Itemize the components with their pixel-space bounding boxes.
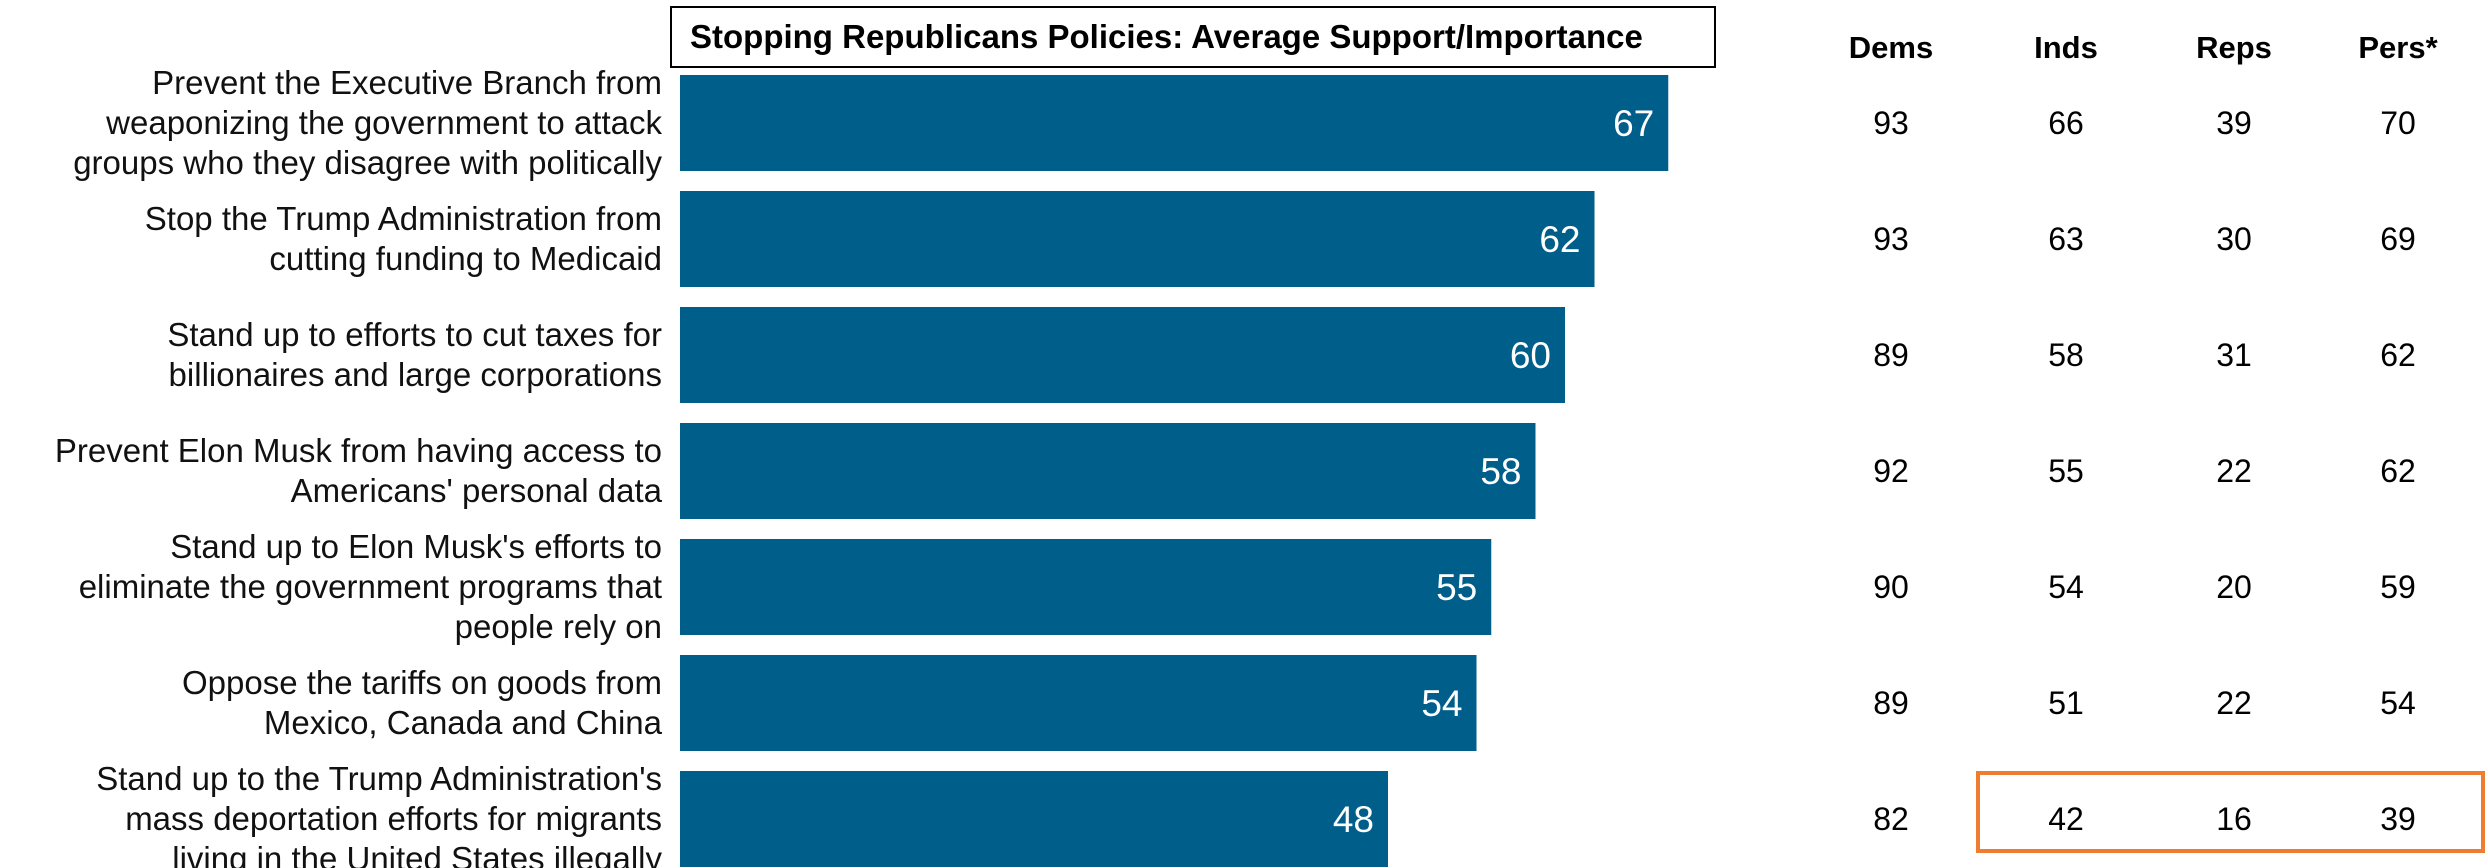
bar	[680, 655, 1477, 751]
bar-value-label: 48	[1333, 799, 1374, 840]
table-cell: 82	[1873, 801, 1909, 837]
category-label: Oppose the tariffs on goods from Mexico, …	[182, 664, 663, 741]
table-cell: 55	[2048, 453, 2084, 489]
table-cell: 39	[2216, 105, 2252, 141]
table-column-header: Dems	[1849, 30, 1933, 65]
table-cell: 42	[2048, 801, 2084, 837]
category-label: Stand up to the Trump Administration's ma…	[96, 760, 662, 868]
table-cell: 62	[2380, 453, 2416, 489]
category-label: Prevent Elon Musk from having access to A…	[55, 432, 663, 509]
table-cell: 70	[2380, 105, 2416, 141]
category-label: Stand up to efforts to cut taxes for bill…	[167, 316, 662, 393]
chart-title: Stopping Republicans Policies: Average S…	[690, 18, 1643, 55]
table-cell: 59	[2380, 569, 2416, 605]
table-cell: 89	[1873, 685, 1909, 721]
table-cell: 51	[2048, 685, 2084, 721]
bars-layer: 67 62 60 58 55 54 48	[680, 75, 1669, 867]
data-table: 93 66 39 70 93 63 30 69 89 58 31 62 92 55 22 62 90 54 20 59…	[1849, 30, 2485, 853]
bar-value-label: 55	[1436, 567, 1477, 608]
table-cell: 62	[2380, 337, 2416, 373]
bar	[680, 307, 1565, 403]
bar	[680, 423, 1536, 519]
bar	[680, 75, 1669, 171]
table-cell: 58	[2048, 337, 2084, 373]
bar-value-label: 62	[1539, 219, 1580, 260]
table-column-header: Reps	[2196, 30, 2272, 65]
category-label: Prevent the Executive Branch from weaponi…	[73, 64, 662, 181]
table-cell: 54	[2048, 569, 2084, 605]
table-cell: 69	[2380, 221, 2416, 257]
table-cell: 92	[1873, 453, 1909, 489]
category-labels-layer: Prevent the Executive Branch from weaponi…	[55, 64, 663, 868]
table-cell: 63	[2048, 221, 2084, 257]
bar-value-label: 54	[1421, 683, 1462, 724]
chart-title-box	[670, 6, 1716, 68]
table-cell: 30	[2216, 221, 2252, 257]
bar	[680, 539, 1492, 635]
table-cell: 31	[2216, 337, 2252, 373]
highlight-box	[1976, 771, 2485, 853]
table-cell: 20	[2216, 569, 2252, 605]
category-label: Stand up to Elon Musk's efforts to elimin…	[79, 528, 662, 645]
table-cell: 93	[1873, 105, 1909, 141]
table-column-header: Inds	[2034, 30, 2098, 65]
table-cell: 54	[2380, 685, 2416, 721]
table-cell: 90	[1873, 569, 1909, 605]
bar-value-label: 58	[1480, 451, 1521, 492]
category-label: Stop the Trump Administration from cuttin…	[145, 200, 662, 277]
table-cell: 93	[1873, 221, 1909, 257]
table-cell: 66	[2048, 105, 2084, 141]
bar	[680, 191, 1595, 287]
table-cell: 22	[2216, 453, 2252, 489]
table-cell: 22	[2216, 685, 2252, 721]
table-cell: 16	[2216, 801, 2252, 837]
table-column-header: Pers*	[2358, 30, 2438, 65]
bar-value-label: 60	[1510, 335, 1551, 376]
bar	[680, 771, 1388, 867]
bar-value-label: 67	[1613, 103, 1654, 144]
table-cell: 39	[2380, 801, 2416, 837]
table-cell: 89	[1873, 337, 1909, 373]
